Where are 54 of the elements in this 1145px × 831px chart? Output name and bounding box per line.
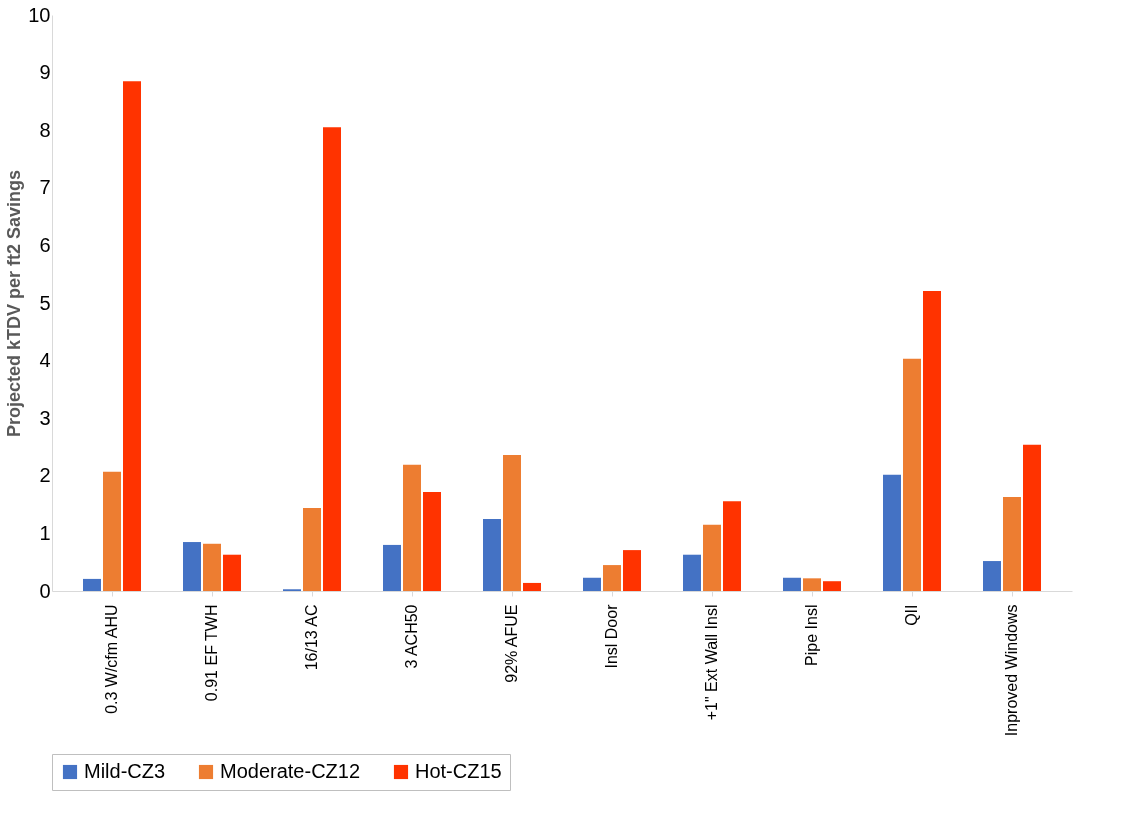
y-tick-label: 8 — [39, 118, 51, 141]
bar — [103, 471, 121, 591]
bar — [803, 578, 821, 591]
x-tick-label: +1" Ext Wall Insl — [703, 604, 720, 721]
y-axis-title: Projected kTDV per ft2 Savings — [4, 169, 25, 438]
bar — [403, 464, 421, 591]
bar — [303, 508, 321, 591]
bar — [383, 544, 401, 591]
bar — [423, 491, 441, 591]
y-tick-label: 0 — [39, 579, 51, 602]
x-tick-label: Insl Door — [603, 603, 620, 669]
x-tick-label: Pipe Insl — [803, 604, 820, 666]
bar — [603, 565, 621, 591]
bar — [503, 455, 521, 591]
y-tick-label: 5 — [39, 291, 51, 314]
bar — [923, 290, 941, 591]
x-tick-label: 0.3 W/cfm AHU — [103, 604, 120, 714]
bar — [203, 543, 221, 591]
bar — [783, 577, 801, 591]
bar — [883, 474, 901, 591]
y-tick-label: 1 — [39, 521, 51, 544]
x-tick-label: 3 ACH50 — [403, 604, 420, 669]
y-tick-label: 2 — [39, 464, 51, 487]
bar — [83, 578, 101, 591]
bar — [583, 577, 601, 591]
bar — [703, 524, 721, 591]
y-tick-label: 3 — [39, 406, 51, 429]
bar — [823, 581, 841, 591]
y-tick-label: 10 — [28, 3, 51, 26]
y-tick-label: 4 — [39, 349, 51, 372]
legend-label: Moderate-CZ12 — [220, 760, 361, 782]
bar — [123, 81, 141, 591]
legend-label: Hot-CZ15 — [415, 760, 502, 782]
bar — [683, 554, 701, 591]
x-tick-label: 16/13 AC — [303, 604, 320, 671]
bar — [623, 550, 641, 591]
x-tick-label: QII — [903, 604, 920, 626]
y-tick-label: 9 — [39, 61, 51, 84]
bar — [323, 127, 341, 591]
bar — [723, 501, 741, 591]
x-tick-label: 0.91 EF TWH — [203, 604, 220, 702]
bar — [903, 358, 921, 591]
y-tick-label: 6 — [39, 233, 51, 256]
bar — [1003, 497, 1021, 591]
bar — [523, 582, 541, 591]
x-tick-label: Inproved Windows — [1003, 604, 1020, 737]
y-tick-label: 7 — [39, 176, 51, 199]
bar — [223, 554, 241, 591]
bar — [983, 561, 1001, 591]
bar — [183, 542, 201, 591]
x-tick-label: 92% AFUE — [503, 604, 520, 683]
bar — [483, 519, 501, 591]
legend-label: Mild-CZ3 — [84, 760, 166, 782]
bar — [1023, 444, 1041, 591]
